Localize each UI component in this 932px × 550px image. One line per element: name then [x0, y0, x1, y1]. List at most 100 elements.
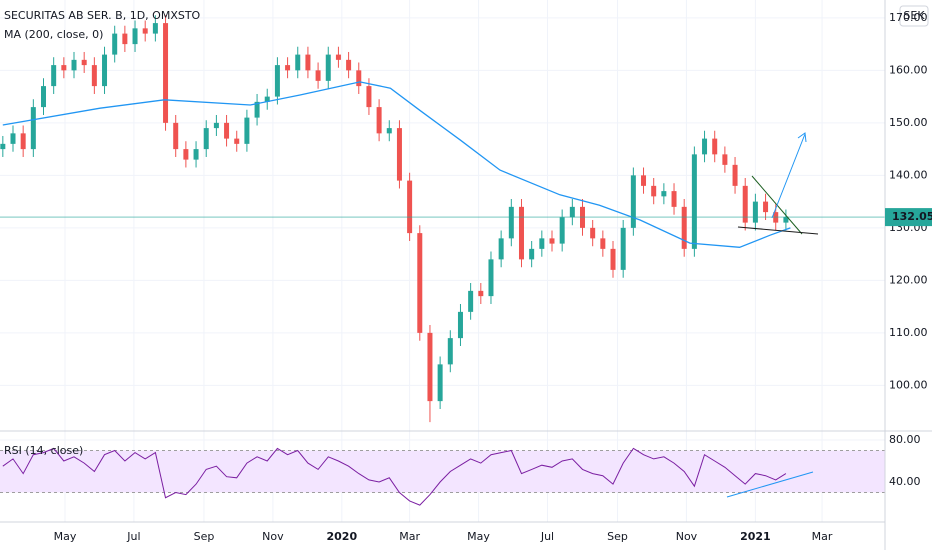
candle-body: [742, 185, 748, 223]
last-price-label: 132.05: [892, 210, 932, 223]
candle-body: [142, 28, 148, 34]
y-tick-label: 120.00: [889, 273, 928, 286]
candle-body: [122, 33, 128, 45]
candle-body: [71, 59, 77, 71]
rsi-label: RSI (14, close): [4, 444, 83, 457]
candle-body: [224, 122, 230, 139]
candle-body: [366, 86, 372, 108]
candle-body: [264, 96, 270, 102]
x-tick-label: Mar: [399, 530, 420, 543]
candle-body: [41, 86, 47, 108]
candle-body: [20, 133, 26, 150]
candle-body: [437, 364, 443, 402]
arrow-line: [771, 133, 806, 219]
candle-body: [356, 70, 362, 87]
candle-body: [346, 59, 352, 71]
candle-body: [732, 164, 738, 186]
candle-body: [457, 311, 463, 339]
x-tick-label: Sep: [607, 530, 628, 543]
candle-body: [783, 217, 789, 223]
candle-body: [651, 185, 657, 197]
candle-body: [722, 154, 728, 165]
candle-body: [691, 154, 697, 249]
candle-body: [752, 201, 758, 223]
candle-body: [478, 290, 484, 297]
x-tick-label: Jul: [540, 530, 554, 543]
candle-body: [163, 23, 169, 123]
candle-body: [600, 238, 606, 249]
candle-body: [569, 206, 575, 218]
x-tick-label: 2021: [740, 530, 771, 543]
grid: [0, 0, 885, 522]
y-tick-label: 150.00: [889, 116, 928, 129]
rsi-tick-label: 80.00: [889, 433, 921, 446]
candle-body: [488, 259, 494, 297]
candle-body: [61, 65, 67, 71]
currency[interactable]: SEK: [903, 9, 925, 22]
x-tick-label: 2020: [327, 530, 358, 543]
candle-body: [417, 233, 423, 333]
candle-body: [518, 206, 524, 260]
x-tick-label: Nov: [262, 530, 284, 543]
candle-body: [590, 227, 596, 239]
candle-body: [30, 107, 36, 150]
candle-body: [702, 138, 708, 155]
x-tick-label: May: [54, 530, 77, 543]
ma-line: [2, 81, 791, 248]
last-price-badge: [885, 208, 932, 227]
plot: [0, 15, 885, 506]
candle-body: [295, 54, 301, 71]
chart-title: SECURITAS AB SER. B, 1D, OMXSTO: [4, 9, 201, 22]
rsi-trend-line: [726, 471, 814, 498]
y-tick-label: 100.00: [889, 378, 928, 391]
candle-body: [407, 180, 413, 234]
candle-body: [325, 54, 331, 81]
candle-body: [661, 191, 667, 197]
y-tick-label: 110.00: [889, 326, 928, 339]
candle-body: [498, 238, 504, 260]
x-tick-label: May: [467, 530, 490, 543]
candle-body: [549, 238, 555, 244]
y-tick-label: 160.00: [889, 63, 928, 76]
candle-body: [681, 206, 687, 249]
candle-body: [173, 122, 179, 150]
candle-body: [81, 59, 87, 66]
candle-body: [396, 128, 402, 181]
candle-body: [305, 54, 311, 71]
candle-body: [610, 248, 616, 270]
candle-body: [10, 133, 16, 144]
x-tick-label: Nov: [676, 530, 698, 543]
ma-label: MA (200, close, 0): [4, 28, 103, 41]
candle-body: [132, 28, 138, 45]
candle-body: [193, 149, 199, 160]
candle-body: [376, 107, 382, 134]
candle-body: [671, 191, 677, 207]
candle-body: [102, 54, 108, 87]
candle-body: [427, 332, 433, 402]
candle-body: [91, 65, 97, 87]
candle-body: [51, 65, 57, 87]
candle-body: [559, 217, 565, 244]
currency-badge[interactable]: [899, 5, 929, 27]
candle-body: [213, 122, 219, 129]
candle-body: [234, 138, 240, 144]
candle-body: [447, 338, 453, 365]
candle-body: [0, 143, 6, 150]
candle-body: [152, 23, 158, 34]
candle-body: [112, 33, 118, 55]
rsi-tick-label: 40.00: [889, 475, 921, 488]
candle-body: [539, 238, 545, 249]
x-tick-label: Sep: [194, 530, 215, 543]
candle-body: [315, 70, 321, 81]
arrow-head: [797, 132, 807, 143]
candle-body: [641, 175, 647, 186]
trend-line: [737, 226, 819, 235]
candle-body: [508, 206, 514, 239]
rsi-band: [0, 450, 885, 493]
candle-body: [254, 101, 260, 118]
y-tick-label: 140.00: [889, 168, 928, 181]
candle-body: [244, 117, 250, 144]
rsi-line: [2, 447, 787, 506]
candle-body: [386, 128, 392, 134]
